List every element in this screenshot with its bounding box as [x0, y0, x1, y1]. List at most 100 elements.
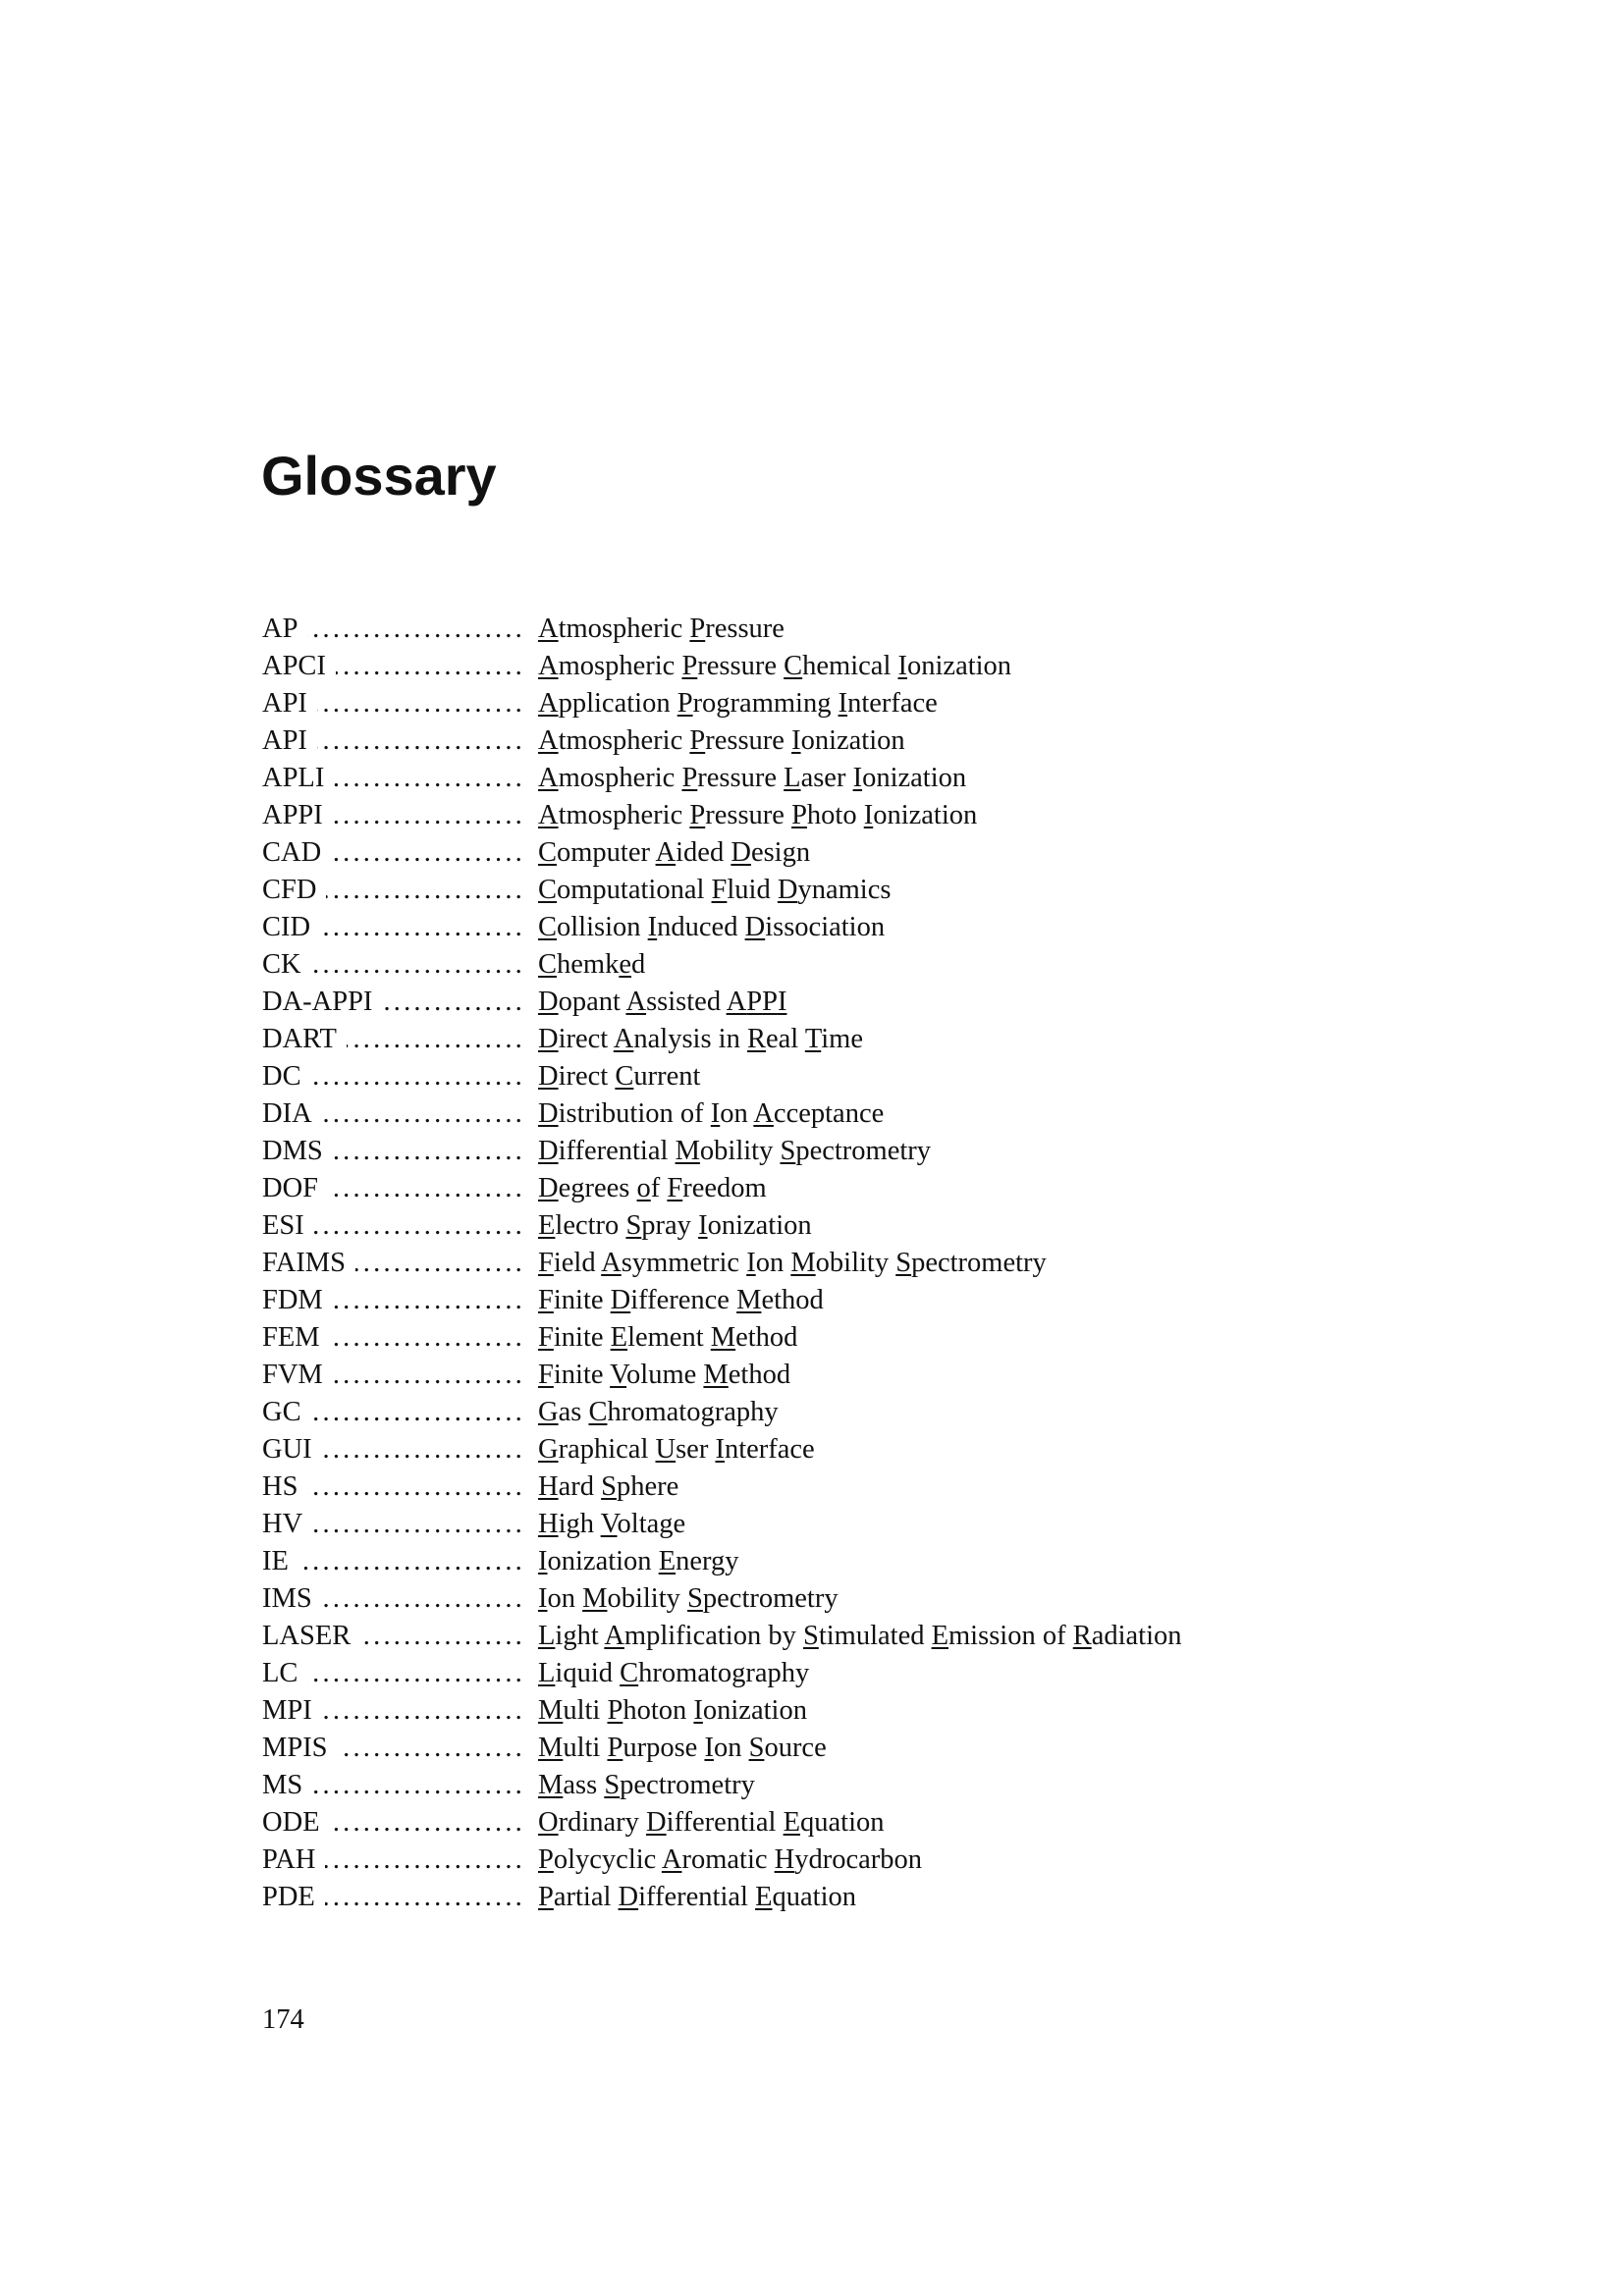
term-cell: HV......................................…: [262, 1506, 525, 1543]
dot-leader: ........................................…: [330, 1322, 525, 1353]
dot-leader: ........................................…: [332, 1360, 525, 1390]
term-cell: FDM.....................................…: [262, 1282, 525, 1319]
dot-leader: ........................................…: [322, 1695, 525, 1726]
dot-leader: ........................................…: [312, 1509, 525, 1539]
glossary-term: DC: [262, 1061, 301, 1092]
glossary-definition: Atmospheric Pressure: [538, 614, 785, 644]
glossary-entry: APCI....................................…: [262, 648, 1342, 685]
dot-leader: ........................................…: [338, 1733, 525, 1763]
glossary-term: MPIS: [262, 1733, 328, 1763]
glossary-definition: Direct Current: [538, 1061, 701, 1092]
glossary-term: DA-APPI: [262, 987, 373, 1017]
glossary-entry: DOF.....................................…: [262, 1170, 1342, 1207]
glossary-term: IE: [262, 1546, 289, 1576]
dot-leader: ........................................…: [325, 1844, 525, 1875]
glossary-term: AP: [262, 614, 298, 644]
glossary-definition: Computer Aided Design: [538, 837, 811, 868]
glossary-definition: Collision Induced Dissociation: [538, 912, 886, 942]
dot-leader: ........................................…: [311, 1397, 525, 1427]
term-cell: DMS.....................................…: [262, 1133, 525, 1170]
term-cell: FAIMS...................................…: [262, 1245, 525, 1282]
dot-leader: ........................................…: [322, 1583, 525, 1614]
term-cell: CFD.....................................…: [262, 872, 525, 909]
term-cell: MS......................................…: [262, 1767, 525, 1804]
glossary-entry: AP......................................…: [262, 611, 1342, 648]
glossary-term: FAIMS: [262, 1248, 346, 1278]
glossary-entry: ESI.....................................…: [262, 1207, 1342, 1245]
dot-leader: ........................................…: [307, 1658, 525, 1688]
dot-leader: ........................................…: [332, 1285, 525, 1315]
dot-leader: ........................................…: [360, 1621, 525, 1651]
glossary-entry: PAH.....................................…: [262, 1842, 1342, 1879]
glossary-definition: Ordinary Differential Equation: [538, 1807, 885, 1838]
page-number: 174: [262, 2004, 304, 2035]
glossary-definition: Amospheric Pressure Chemical Ionization: [538, 651, 1012, 681]
glossary-definition: Finite Element Method: [538, 1322, 798, 1353]
term-cell: CK......................................…: [262, 946, 525, 984]
dot-leader: ........................................…: [322, 1434, 525, 1465]
glossary-entry: FDM.....................................…: [262, 1282, 1342, 1319]
glossary-term: LASER: [262, 1621, 352, 1651]
term-cell: DOF.....................................…: [262, 1170, 525, 1207]
glossary-entry: LASER...................................…: [262, 1618, 1342, 1655]
glossary-term: API: [262, 688, 307, 719]
glossary-definition: Finite Difference Method: [538, 1285, 824, 1315]
glossary-definition: Partial Differential Equation: [538, 1882, 857, 1912]
glossary-entry: FAIMS...................................…: [262, 1245, 1342, 1282]
term-cell: DA-APPI.................................…: [262, 984, 525, 1021]
glossary-entry: FVM.....................................…: [262, 1357, 1342, 1394]
glossary-definition: Hard Sphere: [538, 1471, 679, 1502]
glossary-entry: APLI....................................…: [262, 760, 1342, 797]
glossary-term: FDM: [262, 1285, 323, 1315]
term-cell: FEM.....................................…: [262, 1319, 525, 1357]
glossary-term: LC: [262, 1658, 298, 1688]
dot-leader: ........................................…: [314, 1210, 525, 1241]
glossary-term: DIA: [262, 1098, 312, 1129]
glossary-entry: CK......................................…: [262, 946, 1342, 984]
term-cell: APCI....................................…: [262, 648, 525, 685]
glossary-definition: Ionization Energy: [538, 1546, 739, 1576]
glossary-entry: MPI.....................................…: [262, 1692, 1342, 1730]
glossary-definition: Differential Mobility Spectrometry: [538, 1136, 932, 1166]
term-cell: LASER...................................…: [262, 1618, 525, 1655]
term-cell: GC......................................…: [262, 1394, 525, 1431]
glossary-term: HV: [262, 1509, 303, 1539]
glossary-term: FEM: [262, 1322, 320, 1353]
glossary-term: GUI: [262, 1434, 312, 1465]
glossary-term: APPI: [262, 800, 323, 830]
glossary-definition: Electro Spray Ionization: [538, 1210, 812, 1241]
glossary-definition: High Voltage: [538, 1509, 686, 1539]
glossary-definition: Degrees of Freedom: [538, 1173, 767, 1203]
glossary-term: GC: [262, 1397, 301, 1427]
term-cell: ESI.....................................…: [262, 1207, 525, 1245]
glossary-term: HS: [262, 1471, 298, 1502]
term-cell: DIA.....................................…: [262, 1095, 525, 1133]
glossary-entry: CID.....................................…: [262, 909, 1342, 946]
term-cell: DART....................................…: [262, 1021, 525, 1058]
glossary-definition: Field Asymmetric Ion Mobility Spectromet…: [538, 1248, 1047, 1278]
glossary-entry: IMS.....................................…: [262, 1580, 1342, 1618]
term-cell: CAD.....................................…: [262, 834, 525, 872]
glossary-definition: Application Programming Interface: [538, 688, 938, 719]
dot-leader: ........................................…: [334, 763, 525, 793]
dot-leader: ........................................…: [307, 614, 525, 644]
dot-leader: ........................................…: [326, 875, 525, 905]
dot-leader: ........................................…: [332, 800, 525, 830]
glossary-definition: Chemked: [538, 949, 646, 980]
glossary-entry: DC......................................…: [262, 1058, 1342, 1095]
glossary-term: ESI: [262, 1210, 304, 1241]
dot-leader: ........................................…: [322, 1098, 525, 1129]
glossary-entry: GUI.....................................…: [262, 1431, 1342, 1468]
glossary-entry: FEM.....................................…: [262, 1319, 1342, 1357]
glossary-term: FVM: [262, 1360, 323, 1390]
term-cell: MPI.....................................…: [262, 1692, 525, 1730]
dot-leader: ........................................…: [298, 1546, 525, 1576]
glossary-term: DART: [262, 1024, 337, 1054]
glossary-entry: DART....................................…: [262, 1021, 1342, 1058]
dot-leader: ........................................…: [325, 1882, 525, 1912]
term-cell: DC......................................…: [262, 1058, 525, 1095]
term-cell: APPI....................................…: [262, 797, 525, 834]
glossary-term: ODE: [262, 1807, 320, 1838]
dot-leader: ........................................…: [320, 912, 525, 942]
glossary-definition: Light Amplification by Stimulated Emissi…: [538, 1621, 1182, 1651]
